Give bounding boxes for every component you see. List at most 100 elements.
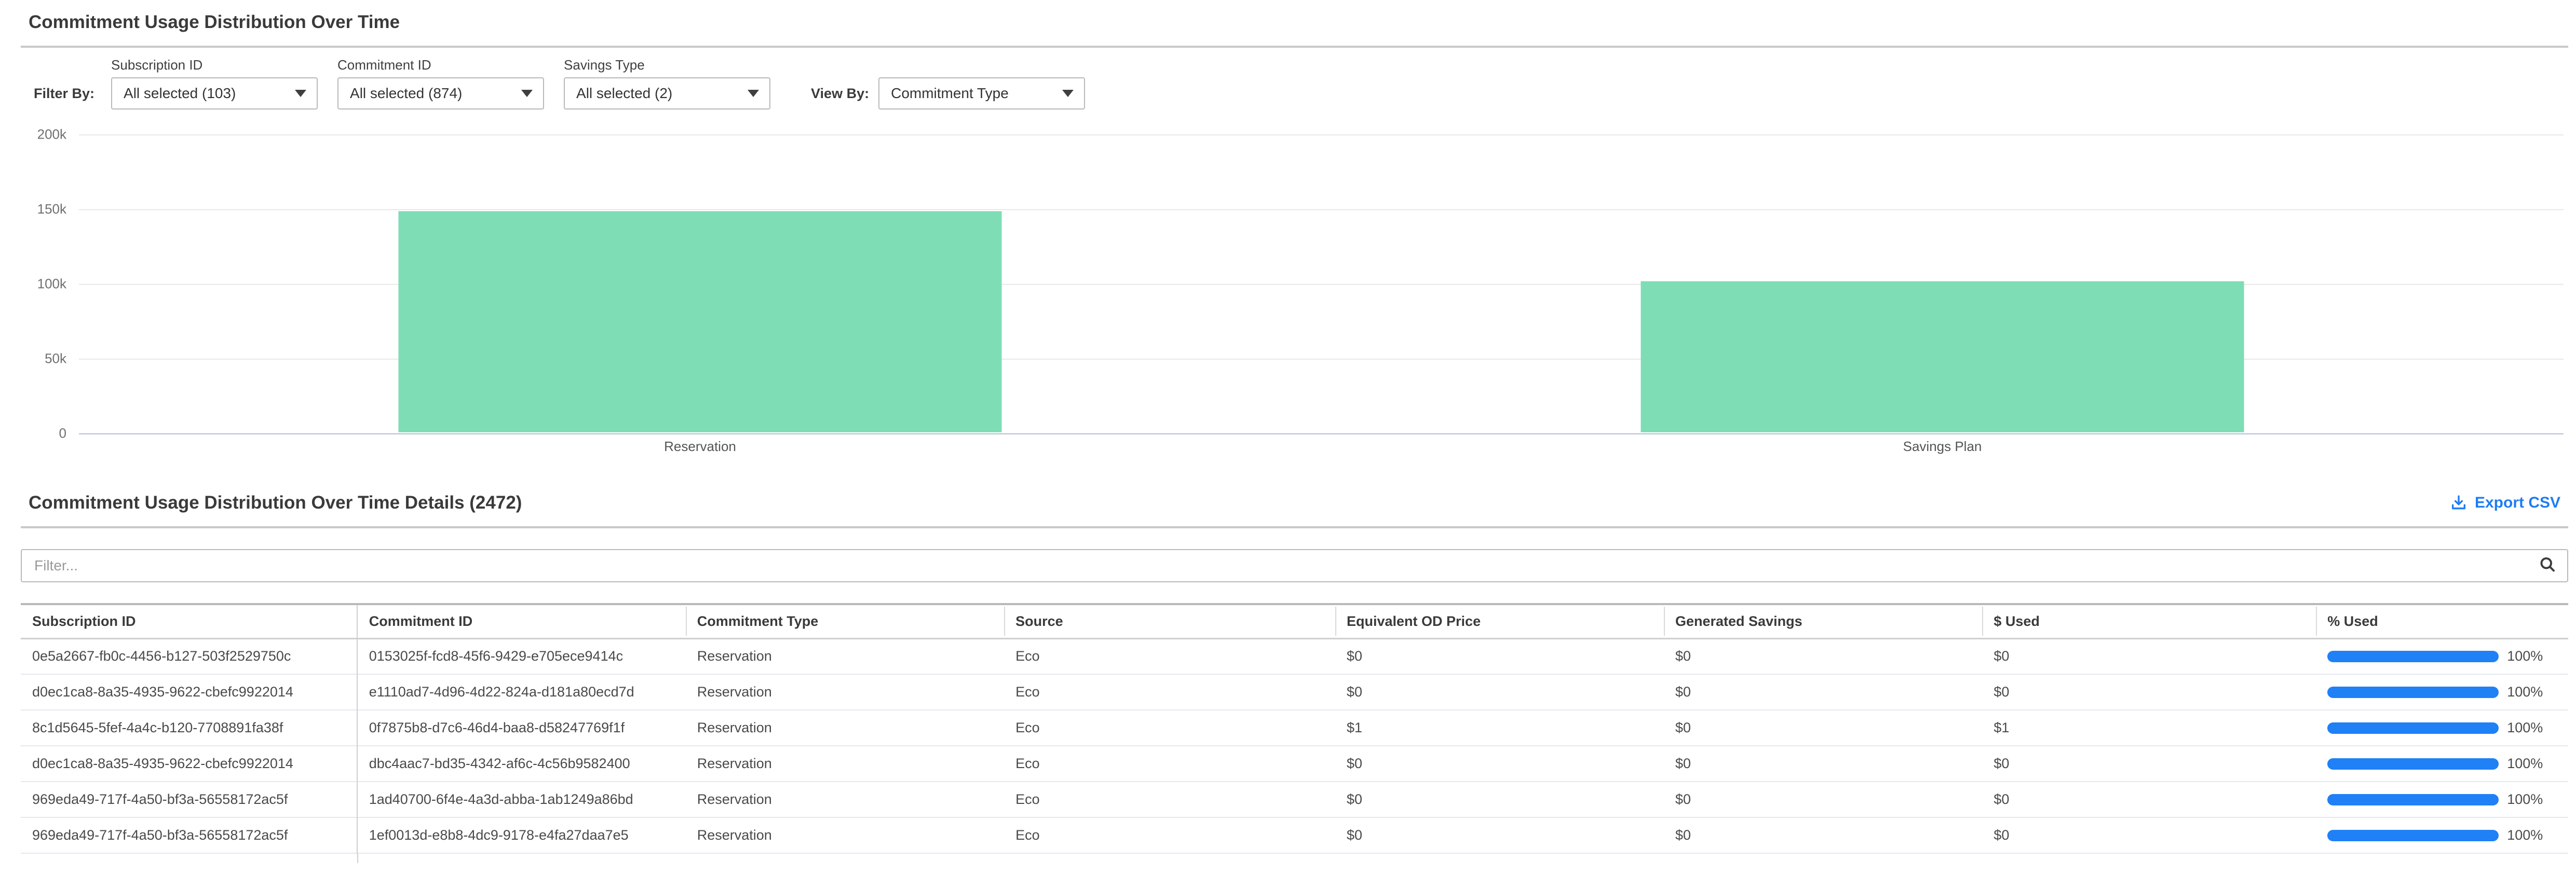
table-cell: $0 — [1994, 791, 2010, 807]
table-cell-pct-used: 100% — [2316, 638, 2568, 674]
table-cell: $0 — [1347, 756, 1363, 771]
used-progress-bar — [2327, 829, 2499, 841]
commitment-id-dropdown-value: All selected (874) — [350, 85, 463, 101]
table-cell: $0 — [1675, 648, 1691, 664]
column-header-generated-savings: Generated Savings — [1664, 604, 1982, 638]
view-by-dropdown-value: Commitment Type — [891, 85, 1009, 101]
savings-type-dropdown-value: All selected (2) — [576, 85, 673, 101]
column-header-equivalent-od-price: Equivalent OD Price — [1335, 604, 1664, 638]
used-progress-bar — [2327, 650, 2499, 662]
table-cell: 0153025f-fcd8-45f6-9429-e705ece9414c — [369, 648, 623, 664]
used-progress-track — [2327, 829, 2499, 841]
column-header-commitment-type: Commitment Type — [686, 604, 1004, 638]
subscription-id-dropdown[interactable]: All selected (103) — [111, 77, 318, 110]
used-progress-track — [2327, 650, 2499, 662]
table-cell: Reservation — [697, 756, 772, 771]
used-progress-track — [2327, 794, 2499, 805]
details-title: Commitment Usage Distribution Over Time … — [29, 493, 522, 513]
chart-plot-area: 200k 150k 100k 50k 0 — [37, 127, 2564, 441]
table-cell: $0 — [1347, 791, 1363, 807]
column-header-source: Source — [1004, 604, 1335, 638]
table-row: 0e5a2667-fb0c-4456-b127-503f2529750c 0153… — [21, 638, 2568, 674]
table-cell: $0 — [1994, 827, 2010, 843]
details-divider — [21, 526, 2568, 528]
table-cell: $0 — [1347, 827, 1363, 843]
table-cell: 0f7875b8-d7c6-46d4-baa8-d58247769f1f — [369, 720, 625, 735]
table-cell: Reservation — [697, 648, 772, 664]
table-cell: Eco — [1015, 720, 1040, 735]
table-cell-pct-used: 100% — [2316, 817, 2568, 853]
used-percent-label: 100% — [2507, 648, 2543, 664]
title-divider — [21, 46, 2568, 48]
column-header--used: % Used — [2316, 604, 2568, 638]
x-axis-label: Savings Plan — [1903, 439, 1982, 454]
table-cell: $0 — [1675, 720, 1691, 735]
y-axis-tick-label: 50k — [45, 350, 66, 366]
chart-x-axis: Reservation Savings Plan — [79, 439, 2564, 455]
chevron-down-icon — [1062, 90, 1074, 97]
chevron-down-icon — [521, 90, 533, 97]
chevron-down-icon — [295, 90, 307, 97]
commitment-id-filter-group: Commitment ID All selected (874) — [337, 57, 545, 110]
table-cell: $0 — [1675, 827, 1691, 843]
gridline — [79, 134, 2564, 135]
bar-savings-plan — [1640, 281, 2244, 432]
page-title: Commitment Usage Distribution Over Time — [29, 12, 400, 32]
table-cell: $0 — [1347, 648, 1363, 664]
table-cell: 969eda49-717f-4a50-bf3a-56558172ac5f — [21, 817, 358, 853]
commitment-usage-bar-chart: 200k 150k 100k 50k 0 Reservation Savings Plan — [0, 127, 2576, 455]
y-axis-tick-label: 0 — [59, 425, 66, 441]
table-cell: e1110ad7-4d96-4d22-824a-d181a80ecd7d — [369, 684, 634, 700]
column-header-commitment-id: Commitment ID — [369, 613, 473, 629]
used-percent-label: 100% — [2507, 684, 2543, 700]
export-csv-button[interactable]: Export CSV — [2450, 494, 2560, 512]
table-row: d0ec1ca8-8a35-4935-9622-cbefc9922014 dbc4… — [21, 746, 2568, 782]
y-axis-tick-label: 200k — [37, 126, 66, 142]
filter-bar: Filter By: Subscription ID All selected … — [0, 57, 2576, 110]
table-cell: $0 — [1675, 791, 1691, 807]
table-cell: 0e5a2667-fb0c-4456-b127-503f2529750c — [21, 638, 358, 674]
table-cell: dbc4aac7-bd35-4342-af6c-4c56b9582400 — [369, 756, 630, 771]
table-cell: $1 — [1347, 720, 1363, 735]
subscription-id-dropdown-value: All selected (103) — [124, 85, 236, 101]
filter-by-label: Filter By: — [34, 85, 95, 101]
table-cell: $0 — [1675, 756, 1691, 771]
x-axis-label: Reservation — [664, 439, 736, 454]
gridline — [79, 433, 2564, 434]
used-progress-track — [2327, 722, 2499, 734]
table-cell: $0 — [1994, 756, 2010, 771]
subscription-id-label: Subscription ID — [111, 57, 203, 73]
table-cell: $0 — [1347, 684, 1363, 700]
savings-type-dropdown[interactable]: All selected (2) — [564, 77, 771, 110]
gridline — [79, 209, 2564, 210]
table-row: 969eda49-717f-4a50-bf3a-56558172ac5f 1ad4… — [21, 782, 2568, 817]
view-by-group: Commitment Type — [878, 77, 1086, 110]
gridline — [79, 359, 2564, 360]
details-table: Subscription ID Commitment ID Commitment T… — [21, 603, 2568, 854]
used-progress-bar — [2327, 722, 2499, 734]
search-icon — [2538, 555, 2557, 577]
table-cell: 1ad40700-6f4e-4a3d-abba-1ab1249a86bd — [369, 791, 633, 807]
download-icon — [2450, 494, 2467, 512]
table-cell-pct-used: 100% — [2316, 746, 2568, 782]
column-divider-extension — [357, 854, 358, 863]
view-by-dropdown[interactable]: Commitment Type — [878, 77, 1086, 110]
table-filter — [21, 549, 2568, 582]
table-cell-pct-used: 100% — [2316, 782, 2568, 817]
commitment-id-label: Commitment ID — [337, 57, 431, 73]
commitment-id-dropdown[interactable]: All selected (874) — [337, 77, 545, 110]
used-progress-track — [2327, 758, 2499, 770]
table-row: 969eda49-717f-4a50-bf3a-56558172ac5f 1ef0… — [21, 817, 2568, 853]
used-percent-label: 100% — [2507, 720, 2543, 735]
table-cell: Reservation — [697, 684, 772, 700]
table-cell: $1 — [1994, 720, 2010, 735]
table-cell: $0 — [1675, 684, 1691, 700]
chart-band-savings-plan — [1321, 134, 2564, 433]
table-cell: $0 — [1994, 648, 2010, 664]
table-filter-input[interactable] — [21, 549, 2568, 582]
column-header--used: $ Used — [1982, 604, 2316, 638]
used-progress-track — [2327, 686, 2499, 698]
chart-band-reservation — [79, 134, 1321, 433]
table-cell: Reservation — [697, 827, 772, 843]
table-cell: 969eda49-717f-4a50-bf3a-56558172ac5f — [21, 782, 358, 817]
